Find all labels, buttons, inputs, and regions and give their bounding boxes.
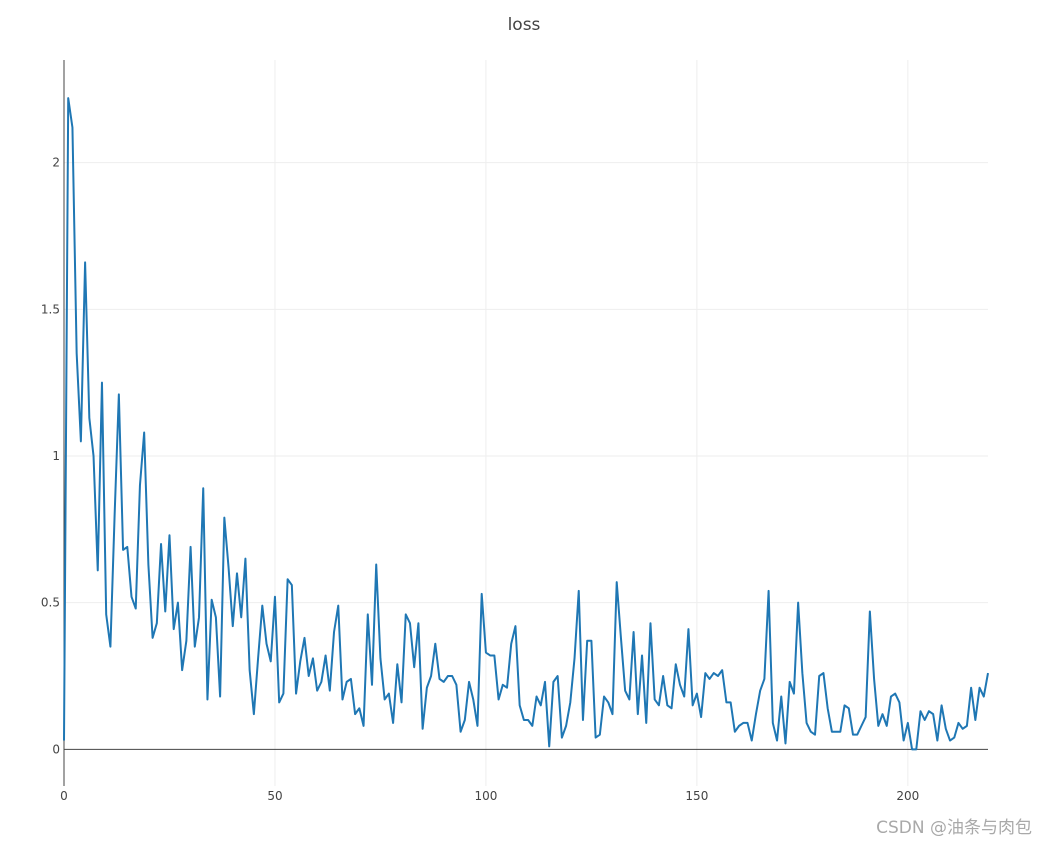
y-tick-label-1-5: 1.5: [41, 302, 60, 316]
series-layer: [63, 97, 989, 751]
y-tick-label-0-5: 0.5: [41, 596, 60, 610]
y-tick-labels: 0 0.5 1 1.5 2: [41, 156, 60, 757]
x-tick-labels: 0 50 100 150 200: [60, 789, 919, 803]
y-tick-label-2: 2: [52, 156, 60, 170]
y-gridlines: [64, 162, 988, 604]
x-gridlines: [274, 60, 909, 786]
chart-title: loss: [508, 15, 541, 35]
x-tick-label-100: 100: [474, 789, 497, 803]
x-tick-label-0: 0: [60, 789, 68, 803]
series-line-0: [63, 97, 989, 751]
x-tick-label-50: 50: [267, 789, 282, 803]
y-tick-label-0: 0: [52, 742, 60, 756]
x-tick-label-200: 200: [896, 789, 919, 803]
watermark-text: CSDN @油条与肉包: [876, 818, 1032, 838]
y-tick-label-1: 1: [52, 449, 60, 463]
x-tick-label-150: 150: [685, 789, 708, 803]
axes: [63, 60, 988, 786]
